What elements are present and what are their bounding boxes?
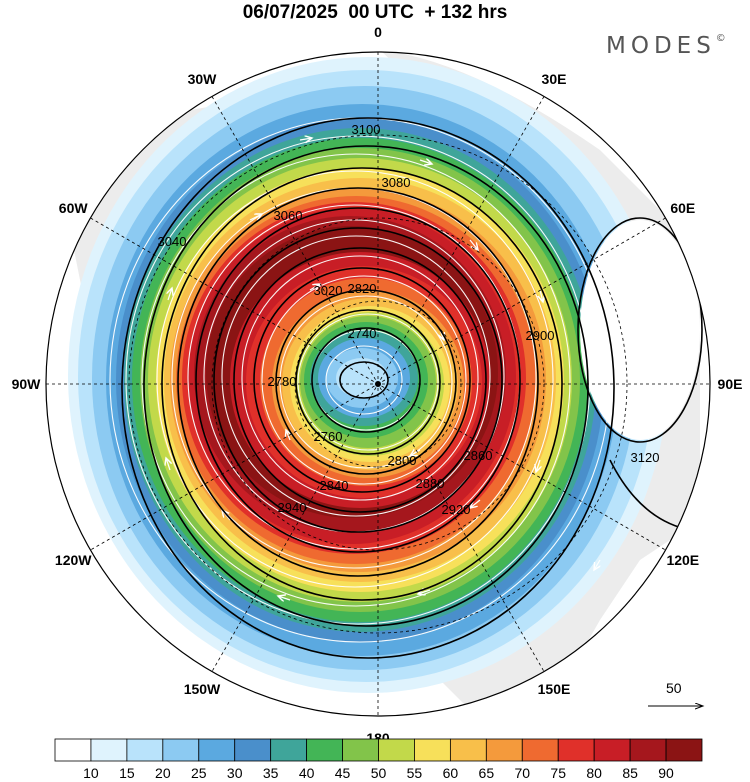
contour-label: 2780 [268, 374, 297, 389]
colorbar-tick-label: 35 [263, 765, 279, 781]
colorbar-swatch [162, 738, 200, 762]
contour-label: 3080 [382, 175, 411, 190]
contour-label: 2740 [348, 326, 377, 341]
colorbar-tick-label: 10 [83, 765, 99, 781]
longitude-label-30e: 30E [542, 71, 567, 87]
contour-label: 3040 [158, 234, 187, 249]
colorbar-swatch [54, 738, 92, 762]
contour-label: 3020 [314, 283, 343, 298]
colorbar-tick-label: 80 [586, 765, 602, 781]
contour-label: 2940 [278, 500, 307, 515]
colorbar-swatch [198, 738, 236, 762]
colorbar-swatch [126, 738, 164, 762]
contour-label: 3120 [631, 450, 660, 465]
contour-label: 2760 [314, 429, 343, 444]
contour-label: 2900 [526, 328, 555, 343]
colorbar-swatch [306, 738, 343, 762]
colorbar-tick-label: 65 [479, 765, 495, 781]
longitude-label-30w: 30W [188, 71, 218, 87]
longitude-label-120e: 120E [666, 552, 699, 568]
colorbar-swatch [521, 738, 559, 762]
colorbar-tick-label: 90 [658, 765, 674, 781]
colorbar-tick-label: 85 [622, 765, 638, 781]
longitude-label-0: 0 [374, 24, 382, 40]
colorbar-swatch [557, 738, 595, 762]
colorbar-swatch [449, 738, 487, 762]
longitude-label-120w: 120W [55, 552, 92, 568]
colorbar-tick-label: 70 [514, 765, 530, 781]
graticule [46, 52, 710, 716]
map-title: 06/07/2025 00 UTC + 132 hrs [242, 2, 508, 23]
colorbar-swatch [378, 738, 415, 762]
colorbar-swatch [270, 738, 308, 762]
colorbar-tick-label: 60 [443, 765, 459, 781]
contour-label: 3060 [274, 208, 303, 223]
contour-label: 2840 [320, 478, 349, 493]
colorbar-tick-label: 30 [227, 765, 243, 781]
contour-label: 3100 [352, 122, 381, 137]
colorbar-swatch [342, 738, 379, 762]
longitude-label-150e: 150E [538, 681, 571, 697]
longitude-label-150w: 150W [184, 681, 221, 697]
colorbar-tick-label: 15 [119, 765, 135, 781]
colorbar: 10 15 20 25 30 35 40 45 50 55 60 65 70 75 80 85 90 [54, 738, 703, 781]
colorbar-swatch [414, 738, 451, 762]
colorbar-swatch [90, 738, 128, 762]
colorbar-tick-label: 50 [371, 765, 387, 781]
vector-reference: 50 [648, 680, 703, 706]
logo-text: MODES [606, 33, 716, 59]
modes-logo: MODES© [606, 33, 726, 59]
longitude-label-60w: 60W [59, 200, 89, 216]
colorbar-tick-label: 25 [191, 765, 207, 781]
colorbar-tick-label: 75 [550, 765, 566, 781]
colorbar-swatch [629, 738, 667, 762]
vector-reference-label: 50 [666, 680, 682, 696]
copyright-mark: © [715, 33, 726, 44]
contour-label: 2860 [464, 448, 493, 463]
colorbar-tick-label: 55 [407, 765, 423, 781]
colorbar-tick-label: 40 [299, 765, 315, 781]
map-boundary [45, 51, 711, 717]
longitude-label-90e: 90E [718, 376, 743, 392]
colorbar-tick-label: 20 [155, 765, 171, 781]
map-field [46, 52, 710, 716]
stream-arrows [160, 138, 600, 641]
contour-label: 2820 [348, 281, 377, 296]
colorbar-swatch [593, 738, 631, 762]
contour-label: 2800 [388, 453, 417, 468]
contour-label: 2880 [416, 476, 445, 491]
colorbar-swatch [665, 738, 703, 762]
longitude-label-60e: 60E [670, 200, 695, 216]
colorbar-swatch [234, 738, 272, 762]
longitude-label-90w: 90W [12, 376, 42, 392]
colorbar-swatch [485, 738, 523, 762]
contour-label: 2920 [442, 502, 471, 517]
colorbar-tick-label: 45 [335, 765, 351, 781]
height-contours [121, 117, 703, 659]
contour-labels: 3100 3080 3060 3040 3020 2940 2920 2900 2880 2860… [158, 122, 660, 517]
